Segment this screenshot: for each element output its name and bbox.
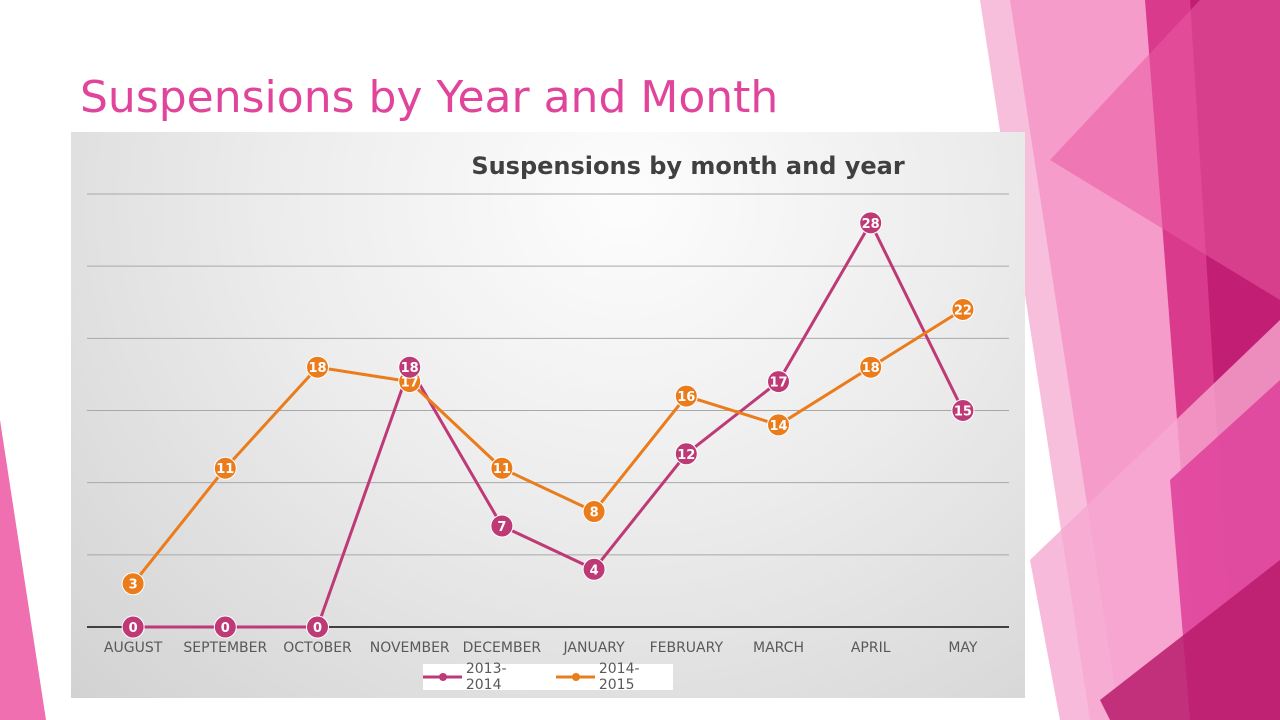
data-point — [306, 355, 329, 379]
chart-panel: Suspensions by month and year AUGUST SEPT… — [71, 132, 1025, 698]
slide-title: Suspensions by Year and Month — [80, 72, 779, 123]
legend-item-2014-2015: 2014-2015 — [556, 661, 673, 693]
data-label: 0 — [313, 621, 322, 636]
data-point — [213, 615, 237, 639]
data-label: 11 — [493, 462, 511, 477]
data-label: 18 — [401, 361, 419, 376]
data-point — [121, 615, 145, 639]
data-label: 18 — [308, 361, 326, 376]
legend-marker-2014-2015 — [556, 673, 595, 681]
data-label: 18 — [862, 361, 880, 376]
x-tick-label: DECEMBER — [463, 640, 542, 656]
data-label: 22 — [954, 303, 972, 318]
data-label: 11 — [216, 462, 234, 477]
data-label: 28 — [862, 217, 880, 232]
data-label: 14 — [769, 419, 787, 434]
x-tick-label: OCTOBER — [283, 640, 352, 656]
data-point — [306, 615, 329, 639]
data-point — [859, 211, 883, 235]
data-label: 0 — [129, 621, 138, 636]
x-tick-label: NOVEMBER — [370, 640, 450, 656]
data-label: 17 — [769, 376, 787, 391]
data-point — [674, 442, 698, 466]
data-label: 7 — [497, 520, 506, 535]
x-tick-label: FEBRUARY — [650, 640, 724, 656]
data-label: 17 — [401, 376, 419, 391]
x-tick-label: JANUARY — [563, 640, 626, 656]
chart-legend: 2013-2014 2014-2015 — [423, 661, 673, 693]
data-point — [490, 514, 514, 538]
data-point — [859, 355, 883, 379]
series-line-2014-2015 — [131, 308, 964, 585]
x-tick-label: MARCH — [753, 640, 804, 656]
legend-marker-2013-2014 — [423, 673, 462, 681]
data-label: 4 — [590, 563, 599, 578]
x-tick-label: SEPTEMBER — [183, 640, 267, 656]
data-label: 16 — [677, 390, 695, 405]
data-point — [582, 557, 606, 581]
data-point — [767, 370, 790, 394]
x-tick-label: APRIL — [851, 640, 891, 656]
data-point — [767, 413, 790, 437]
data-label: 15 — [954, 405, 972, 420]
series-line-2013-2014 — [133, 221, 965, 629]
legend-label-2013-2014: 2013-2014 — [465, 661, 507, 693]
data-point — [582, 500, 606, 524]
data-label: 3 — [129, 578, 138, 593]
data-point — [951, 297, 975, 321]
data-point — [213, 456, 237, 480]
legend-item-2013-2014: 2013-2014 — [423, 661, 540, 693]
data-point — [121, 572, 145, 596]
data-point — [674, 384, 698, 408]
data-point — [951, 399, 975, 422]
data-point — [490, 456, 514, 480]
data-label: 0 — [221, 621, 230, 636]
legend-label-2014-2015: 2014-2015 — [598, 661, 640, 693]
x-tick-label: AUGUST — [104, 640, 163, 656]
chart-title: Suspensions by month and year — [471, 152, 905, 180]
x-tick-label: MAY — [948, 640, 978, 656]
data-point — [398, 355, 422, 379]
data-label: 12 — [677, 448, 695, 463]
data-label: 8 — [590, 506, 599, 521]
line-chart: AUGUST SEPTEMBER OCTOBER NOVEMBER DECEMBER JA… — [87, 193, 1009, 656]
